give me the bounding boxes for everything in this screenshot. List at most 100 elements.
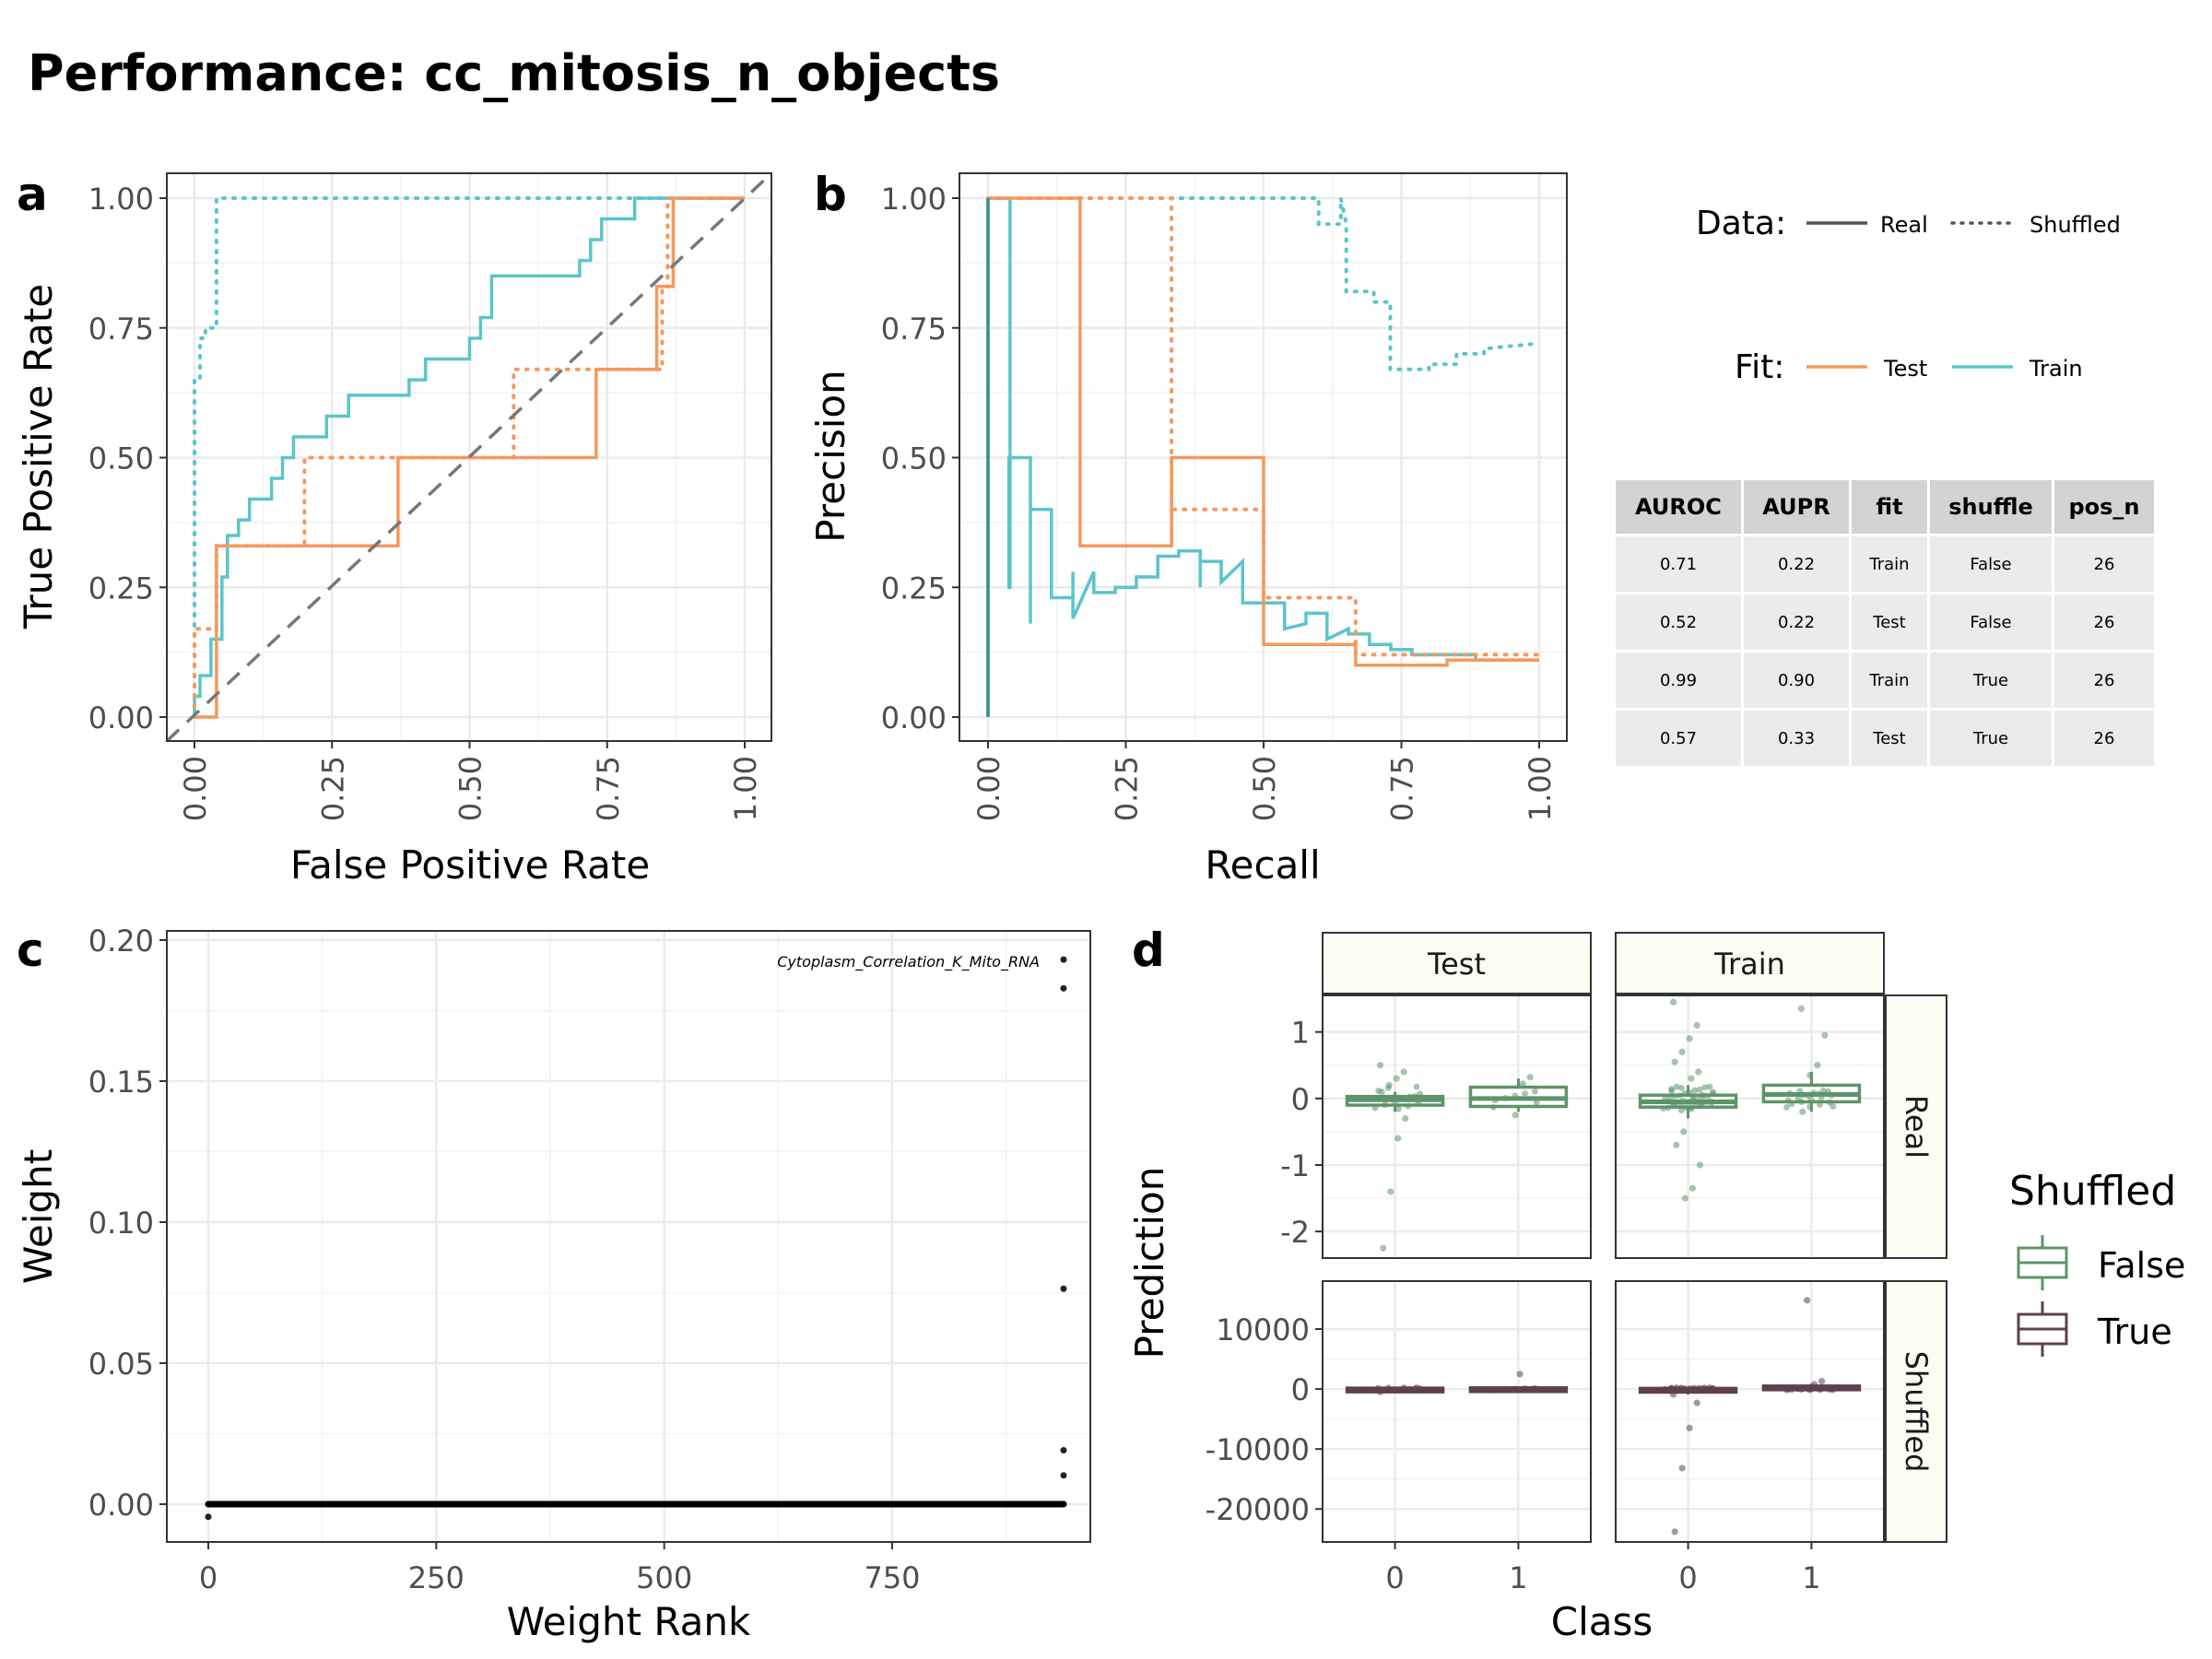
- weight-y-title: Weight: [16, 1149, 61, 1284]
- table-cell: 26: [2054, 711, 2154, 766]
- prediction-point: [1671, 1528, 1678, 1535]
- prediction-point: [1415, 1100, 1422, 1107]
- table-cell: 0.22: [1744, 594, 1849, 650]
- x-tick-label: 0.00: [971, 756, 1006, 821]
- panel-background: [1616, 1281, 1884, 1542]
- table-cell: False: [1930, 594, 2052, 650]
- y-tick-label: 0.50: [881, 441, 947, 477]
- y-tick-label: 0.00: [88, 1488, 154, 1523]
- prediction-point: [1405, 1102, 1412, 1110]
- prediction-point: [1673, 1141, 1680, 1148]
- prediction-point: [1679, 1097, 1687, 1104]
- table-cell: Test: [1852, 711, 1927, 766]
- prediction-point: [1677, 1085, 1685, 1091]
- prediction-point: [1710, 1384, 1716, 1392]
- legend-shuffled-label: Shuffled: [2030, 212, 2121, 238]
- x-tick-label: 1.00: [728, 756, 763, 821]
- prediction-point: [1786, 1089, 1794, 1097]
- x-tick-label: 0: [1385, 1560, 1404, 1595]
- prediction-point: [1788, 1100, 1795, 1108]
- legend-fit-title: Fit:: [1735, 348, 1784, 386]
- roc-x-title: False Positive Rate: [290, 842, 650, 888]
- prediction-point: [1797, 1005, 1805, 1013]
- panel-background: [167, 931, 1090, 1542]
- prediction-point: [1798, 1099, 1806, 1106]
- prediction-point: [1696, 1161, 1703, 1169]
- prediction-point: [1689, 1385, 1697, 1393]
- x-tick-label: 0.75: [1385, 756, 1420, 821]
- prediction-point: [1671, 1058, 1678, 1065]
- facet-test-shuffled: 10000 0 -10000 -20000 0 1: [1206, 1280, 1592, 1595]
- panel-tag-a: a: [17, 168, 48, 221]
- legend-test-label: Test: [1883, 356, 1927, 382]
- y-tick-label: 1: [1291, 1016, 1310, 1051]
- prediction-point: [1806, 1103, 1814, 1111]
- pr-y-title: Precision: [808, 370, 853, 542]
- panel-tag-d: d: [1132, 924, 1165, 977]
- prediction-point: [1522, 1385, 1529, 1392]
- prediction-point: [1688, 1075, 1695, 1082]
- prediction-point: [1818, 1094, 1825, 1101]
- prediction-panel: Test Train Real Shuffled 1 0 -1 -2 10000 0 -10000 -…: [1206, 932, 1947, 1595]
- prediction-y-title: Prediction: [1127, 1167, 1172, 1359]
- prediction-point: [1677, 1107, 1685, 1113]
- y-tick-label: 0: [1291, 1372, 1310, 1407]
- prediction-point: [1688, 1184, 1696, 1192]
- panel-background: [1323, 995, 1591, 1258]
- prediction-point: [1817, 1101, 1823, 1108]
- prediction-point: [1501, 1094, 1509, 1101]
- legend-false-label: False: [2098, 1245, 2185, 1286]
- prediction-point: [1393, 1075, 1400, 1082]
- panel-background: [1616, 995, 1884, 1258]
- prediction-point: [1694, 1096, 1701, 1102]
- legend-train-label: Train: [2029, 356, 2083, 382]
- pr-x-title: Recall: [1205, 842, 1320, 888]
- metrics-table-header-row: AUROC AUPR fit shuffle pos_n: [1616, 480, 2154, 534]
- y-tick-label: -2: [1280, 1215, 1310, 1250]
- legend-true-key: [2017, 1301, 2068, 1357]
- prediction-point: [1686, 1424, 1693, 1431]
- prediction-point: [1491, 1385, 1499, 1393]
- col-header-fit: fit: [1852, 480, 1927, 534]
- prediction-point: [1808, 1096, 1815, 1103]
- prediction-point: [1661, 1385, 1668, 1393]
- prediction-point: [1490, 1103, 1497, 1111]
- prediction-point: [1417, 1090, 1423, 1098]
- y-tick-label: -10000: [1206, 1432, 1310, 1467]
- col-header-shuffle: shuffle: [1930, 480, 2052, 534]
- prediction-point: [1669, 998, 1677, 1006]
- prediction-point: [1685, 1099, 1691, 1106]
- y-tick-label: 0.00: [88, 700, 154, 735]
- weight-point: [1060, 1447, 1067, 1454]
- prediction-point: [1688, 1103, 1695, 1111]
- legend-data: Data: Real Shuffled: [1696, 205, 2121, 242]
- panel-border: [1322, 994, 1592, 1259]
- y-tick-label: 0.15: [88, 1065, 154, 1100]
- weight-point: [1060, 984, 1067, 992]
- table-cell: 0.33: [1744, 711, 1849, 766]
- prediction-point: [1818, 1378, 1826, 1385]
- y-tick-label: 0.75: [881, 312, 947, 347]
- prediction-point: [1512, 1385, 1519, 1393]
- prediction-point: [1392, 1386, 1398, 1393]
- table-cell: 0.71: [1616, 536, 1741, 592]
- prediction-point: [1516, 1371, 1524, 1378]
- panel-border: [1615, 1280, 1885, 1543]
- prediction-point: [1819, 1384, 1827, 1392]
- table-cell: 0.22: [1744, 536, 1849, 592]
- prediction-point: [1700, 1091, 1707, 1099]
- table-cell: 0.52: [1616, 594, 1741, 650]
- prediction-point: [1681, 1089, 1688, 1097]
- prediction-point: [1665, 1104, 1672, 1112]
- prediction-point: [1402, 1114, 1409, 1123]
- y-tick-label: 0.25: [88, 571, 154, 606]
- prediction-point: [1800, 1385, 1806, 1393]
- prediction-point: [1693, 1021, 1700, 1030]
- facet-strip-label: Train: [1713, 947, 1785, 982]
- prediction-point: [1382, 1101, 1389, 1109]
- prediction-point: [1401, 1385, 1408, 1393]
- prediction-point: [1693, 1101, 1700, 1109]
- table-cell: True: [1930, 711, 2052, 766]
